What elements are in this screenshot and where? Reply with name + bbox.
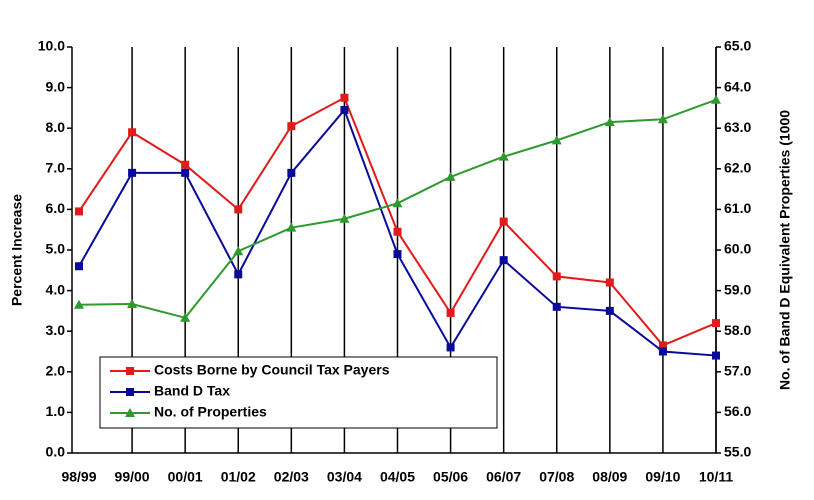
y-tick-label: 9.0 [46, 78, 66, 94]
x-tick-label: 08/09 [592, 469, 627, 485]
data-point [658, 347, 667, 356]
x-tick-label: 00/01 [168, 469, 203, 485]
legend: Costs Borne by Council Tax Payers Band D … [99, 356, 498, 429]
data-point [499, 256, 508, 265]
data-point [340, 105, 349, 114]
y-tick-label: 0.0 [46, 444, 66, 460]
y-tick-label: 7.0 [46, 160, 66, 176]
data-point [75, 262, 83, 271]
legend-label: Band D Tax [154, 383, 230, 399]
data-point [657, 114, 668, 124]
legend-marker [126, 388, 134, 396]
data-point [658, 341, 667, 350]
y2-tick-label: 64.0 [724, 78, 751, 94]
legend-marker [126, 367, 134, 375]
data-point [127, 298, 138, 308]
y2-tick-label: 65.0 [724, 38, 751, 54]
x-tick-label: 09/10 [645, 469, 680, 485]
y2-tick-label: 63.0 [724, 119, 751, 135]
y-tick-label: 10.0 [38, 38, 65, 54]
data-point [180, 312, 191, 322]
data-point [234, 205, 243, 214]
data-point [287, 122, 296, 131]
data-point [445, 171, 456, 181]
data-point [446, 308, 455, 317]
y2-tick-label: 57.0 [724, 363, 751, 379]
x-tick-label: 02/03 [274, 469, 309, 485]
y-tick-label: 8.0 [46, 119, 66, 135]
data-point [181, 160, 190, 169]
y2-axis-label: No. of Band D Equivalent Properties (100… [777, 110, 793, 390]
x-tick-label: 06/07 [486, 469, 521, 485]
y2-tick-label: 62.0 [724, 160, 751, 176]
data-point [604, 117, 615, 127]
data-point [128, 128, 137, 137]
legend-box [99, 356, 498, 429]
data-point [286, 222, 297, 232]
data-point [234, 270, 243, 279]
y2-tick-label: 59.0 [724, 281, 751, 297]
x-tick-label: 10/11 [699, 469, 733, 485]
y-tick-label: 4.0 [46, 281, 66, 297]
y2-tick-label: 55.0 [724, 444, 751, 460]
data-point [233, 246, 244, 256]
x-tick-label: 04/05 [380, 469, 415, 485]
x-tick-label: 98/99 [61, 469, 96, 485]
data-point [499, 217, 508, 226]
data-point [712, 351, 720, 360]
x-tick-label: 03/04 [327, 469, 362, 485]
data-point [446, 343, 455, 352]
y2-tick-label: 56.0 [724, 403, 751, 419]
data-point [339, 213, 350, 223]
legend-label: Costs Borne by Council Tax Payers [154, 362, 390, 378]
y2-tick-label: 60.0 [724, 241, 751, 257]
y-tick-label: 6.0 [46, 200, 66, 216]
data-point [74, 299, 84, 309]
data-point [287, 168, 296, 177]
data-point [711, 94, 721, 104]
x-tick-label: 01/02 [221, 469, 256, 485]
data-point [712, 319, 720, 328]
y-tick-label: 1.0 [46, 403, 66, 419]
data-point [551, 135, 562, 145]
data-point [605, 306, 614, 315]
x-tick-label: 05/06 [433, 469, 468, 485]
data-point [75, 207, 83, 216]
y-tick-label: 5.0 [46, 241, 66, 257]
x-tick-label: 99/00 [115, 469, 150, 485]
legend-label: No. of Properties [154, 404, 267, 420]
data-point [340, 93, 349, 102]
y-tick-label: 3.0 [46, 322, 66, 338]
y-tick-label: 2.0 [46, 363, 66, 379]
data-point [552, 272, 561, 281]
data-point [605, 278, 614, 287]
y2-tick-label: 58.0 [724, 322, 751, 338]
x-tick-label: 07/08 [539, 469, 574, 485]
y2-tick-label: 61.0 [724, 200, 751, 216]
data-point [498, 151, 509, 161]
data-point [393, 227, 402, 236]
data-point [181, 168, 190, 177]
legend-marker [125, 408, 135, 417]
data-point [552, 302, 561, 311]
data-point [392, 198, 403, 208]
data-point [393, 250, 402, 259]
y-axis-label: Percent Increase [9, 194, 25, 306]
data-point [128, 168, 137, 177]
